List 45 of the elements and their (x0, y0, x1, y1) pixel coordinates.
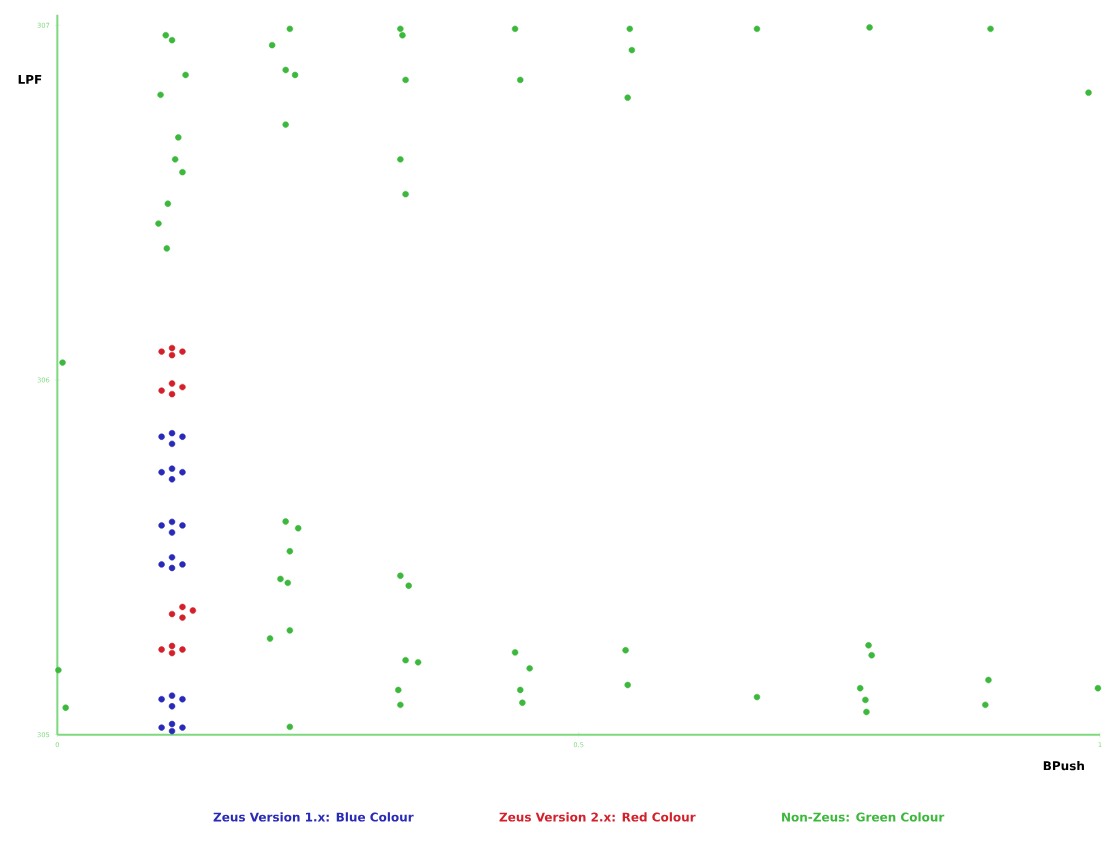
point (179, 646, 186, 653)
point (179, 383, 186, 391)
point (168, 642, 176, 650)
point (168, 344, 176, 352)
point (158, 724, 165, 731)
point (189, 607, 197, 614)
text: Zeus Version 2.x: Red Colour (499, 812, 696, 822)
point (168, 429, 176, 437)
y-axis-title: LPF (18, 75, 42, 84)
point (168, 390, 176, 398)
point (168, 727, 176, 735)
point (179, 348, 186, 355)
point (158, 522, 165, 529)
point (179, 522, 186, 529)
point (179, 561, 186, 568)
point (168, 380, 176, 387)
point (158, 387, 165, 394)
point (168, 564, 176, 572)
point (179, 603, 186, 611)
text: Zeus Version 1.x: Blue Colour (213, 812, 414, 822)
point (168, 440, 176, 448)
point (179, 469, 186, 476)
point (168, 529, 176, 536)
x-axis-title: BPush (1043, 760, 1084, 771)
point (168, 703, 176, 710)
point (168, 649, 176, 657)
point (168, 720, 176, 728)
point (168, 610, 176, 618)
point (168, 554, 176, 561)
point (168, 465, 176, 472)
point (168, 692, 176, 699)
point (168, 518, 176, 526)
point (168, 351, 176, 359)
text: Non-Zeus: Green Colour (782, 812, 945, 822)
point (179, 614, 186, 621)
point (158, 348, 165, 355)
point (158, 433, 165, 440)
point (158, 561, 165, 568)
point (168, 476, 176, 483)
point (158, 646, 165, 653)
point (158, 469, 165, 476)
point (179, 433, 186, 440)
point (179, 696, 186, 703)
point (179, 724, 186, 731)
point (158, 696, 165, 703)
